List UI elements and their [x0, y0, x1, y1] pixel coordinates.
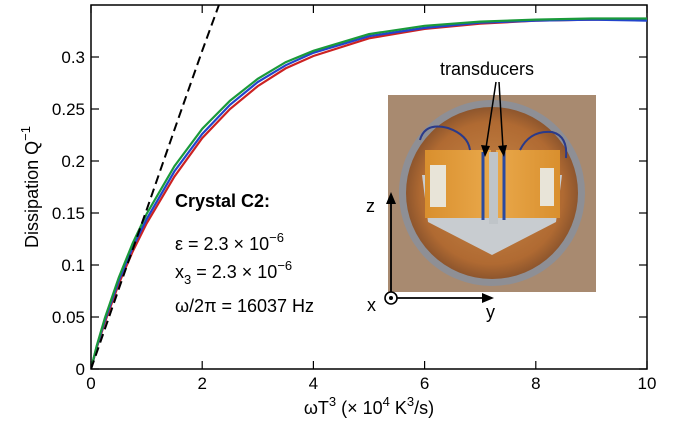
- annotation-title: Crystal C2:: [175, 191, 270, 211]
- annotation-x3-subscript: 3: [184, 272, 191, 287]
- x-axis-label-unit-pre: (× 10: [336, 398, 383, 418]
- inset-arrowhead-left: [481, 145, 490, 157]
- x-axis-label-unit-sup1: 4: [383, 394, 390, 409]
- x-axis-label-sup: 3: [329, 394, 336, 409]
- inset-gap: [489, 152, 498, 224]
- y-tick-label-5: 0.25: [52, 100, 85, 119]
- y-axis-label-base: Dissipation Q: [22, 141, 42, 248]
- inset-arrow-right: [498, 81, 504, 149]
- y-tick-label-1: 0.05: [52, 308, 85, 327]
- coord-label-z: z: [366, 196, 375, 216]
- coord-axis-z-arrowhead: [386, 192, 396, 204]
- annotation-frequency: ω/2π = 16037 Hz: [175, 296, 314, 316]
- annotation-x3: x3 = 2.3 × 10−6: [175, 258, 292, 287]
- annotation-x3-exponent: −6: [277, 258, 292, 273]
- y-tick-label-0: 0: [76, 360, 85, 379]
- x-axis-label-unit-mid: K: [390, 398, 407, 418]
- y-tick-label-4: 0.2: [61, 152, 85, 171]
- y-axis-label-sup: −1: [18, 126, 33, 141]
- annotation-epsilon: ε = 2.3 × 10−6: [175, 230, 284, 254]
- inset-label-transducers: transducers: [440, 59, 534, 79]
- x-axis-label-base: ωT: [304, 398, 329, 418]
- inset-wire-left: [419, 125, 471, 151]
- x-axis-label-unit-sup2: 3: [407, 394, 414, 409]
- x-tick-label-0: 0: [86, 374, 95, 393]
- inset-glue-left: [430, 165, 446, 207]
- x-axis-label: ωT3 (× 104 K3/s): [304, 394, 434, 418]
- coord-label-x: x: [367, 295, 376, 315]
- y-tick-label-3: 0.15: [52, 204, 85, 223]
- inset-glue-right: [540, 168, 554, 206]
- coord-axis-x-dot: [389, 296, 393, 300]
- annotation-epsilon-value: ε = 2.3 × 10: [175, 234, 269, 254]
- annotation-x3-var: x: [175, 262, 184, 282]
- y-tick-label-6: 0.3: [61, 48, 85, 67]
- coord-label-y: y: [486, 302, 495, 322]
- y-tick-label-2: 0.1: [61, 256, 85, 275]
- inset-wire-right: [519, 130, 568, 159]
- x-tick-label-4: 8: [531, 374, 540, 393]
- inset-arrow-left: [485, 81, 497, 149]
- series-layer: [91, 5, 647, 369]
- coord-axis-y-arrowhead: [482, 293, 494, 303]
- annotation-x3-value: = 2.3 × 10: [191, 262, 277, 282]
- inset-photo: [388, 95, 596, 292]
- series-line-3: [91, 17, 647, 369]
- x-tick-label-1: 2: [197, 374, 206, 393]
- x-tick-label-3: 6: [420, 374, 429, 393]
- y-axis-label: Dissipation Q−1: [18, 126, 42, 248]
- x-tick-label-2: 4: [309, 374, 318, 393]
- ticks-layer: 0 2 4 6 8 10 0 0.05 0.1 0.15 0.2 0.25 0.3: [52, 5, 657, 393]
- x-tick-label-5: 10: [638, 374, 657, 393]
- x-axis-label-unit-post: /s): [414, 398, 434, 418]
- series-line-4: [91, 5, 220, 369]
- inset-arrowhead-right: [498, 145, 507, 157]
- annotation-epsilon-exponent: −6: [269, 230, 284, 245]
